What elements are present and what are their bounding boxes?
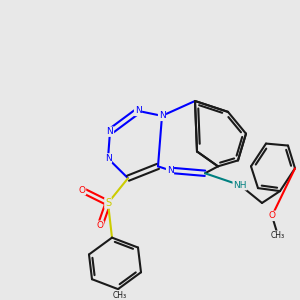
Text: CH₃: CH₃ — [271, 231, 285, 240]
Text: N: N — [106, 127, 113, 136]
Text: O: O — [268, 211, 275, 220]
Text: NH: NH — [233, 181, 247, 190]
Text: N: N — [135, 106, 141, 116]
Text: N: N — [159, 111, 165, 120]
Text: N: N — [167, 166, 173, 175]
Text: S: S — [105, 198, 111, 208]
Text: O: O — [97, 221, 104, 230]
Text: CH₃: CH₃ — [113, 291, 127, 300]
Text: N: N — [105, 154, 111, 163]
Text: O: O — [79, 186, 86, 195]
